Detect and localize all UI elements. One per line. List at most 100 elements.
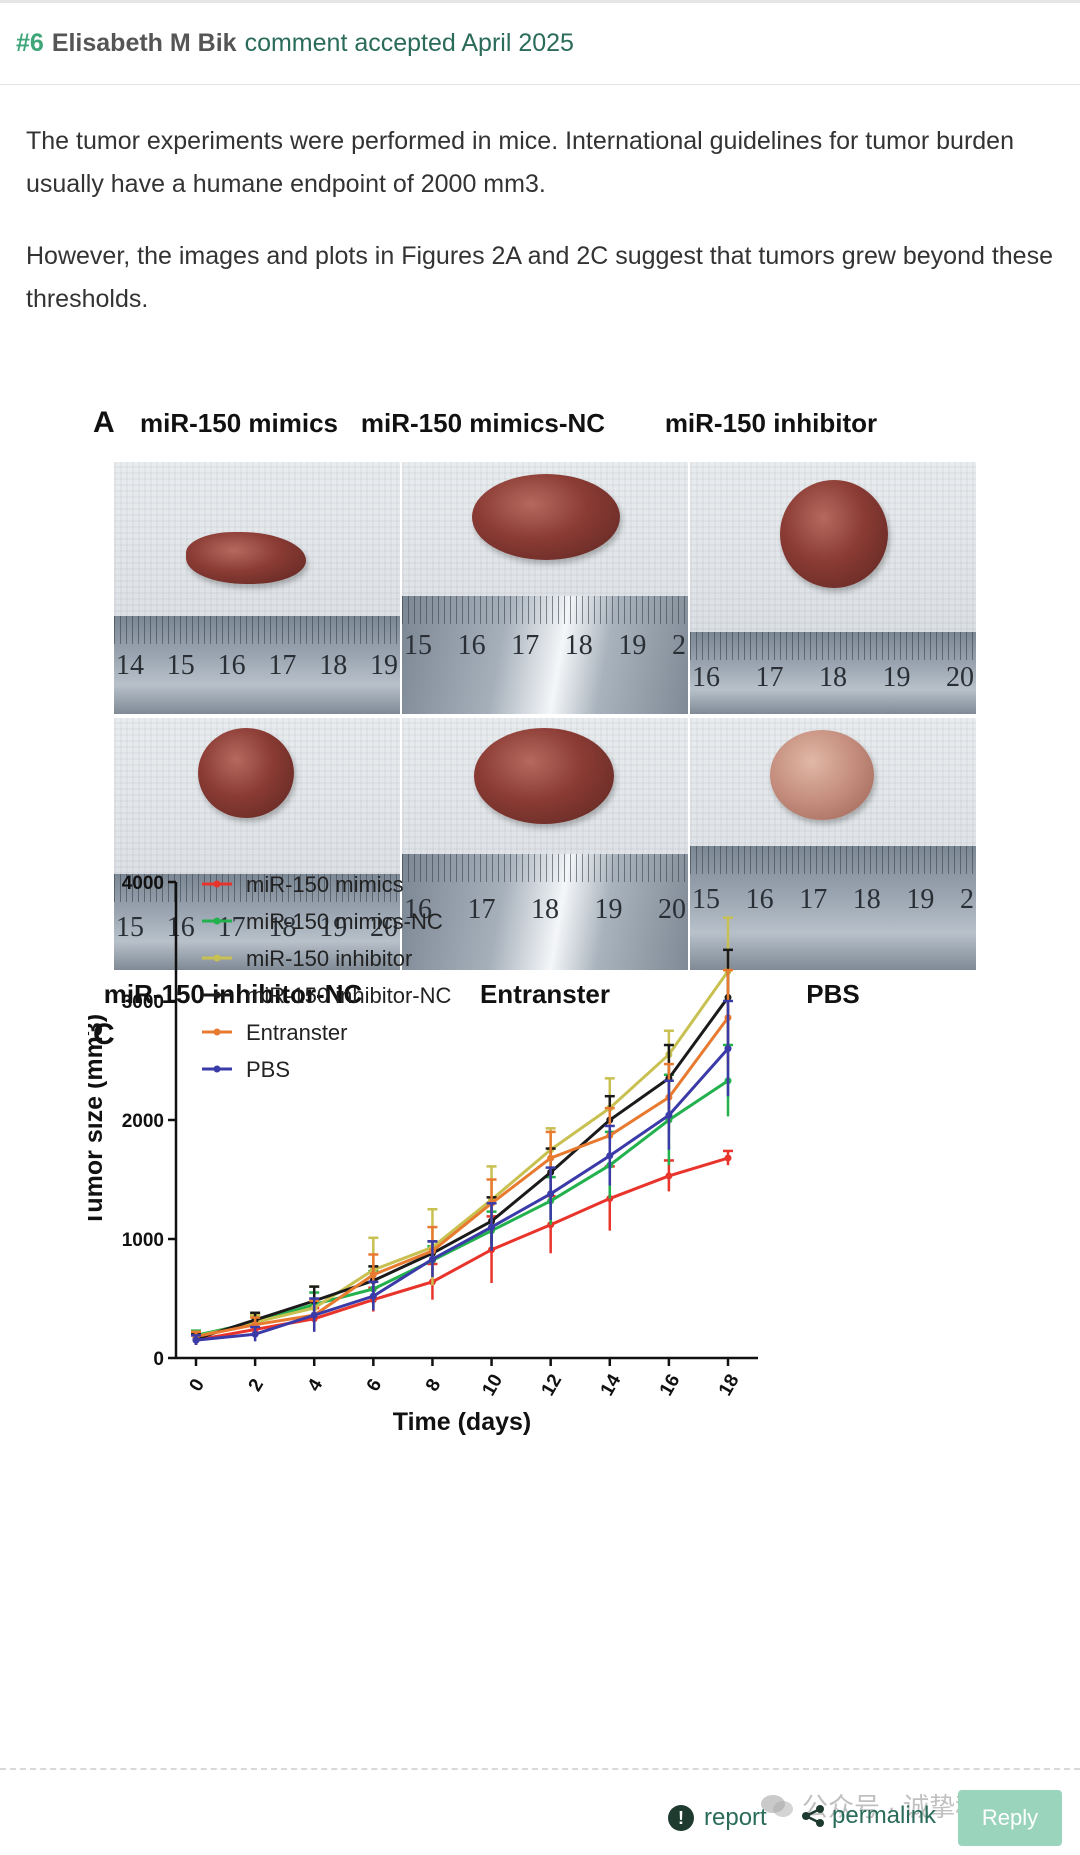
x-tick-label: 8 (422, 1375, 445, 1395)
panel-a-letter: A (93, 406, 115, 439)
data-point (606, 1152, 614, 1160)
x-tick-label: 12 (538, 1371, 567, 1400)
legend-marker (213, 954, 221, 962)
series-line (195, 996, 730, 1341)
ruler-number: 18 (531, 894, 559, 925)
photo-title-pbs: PBS (806, 979, 860, 1009)
data-point (547, 1154, 555, 1162)
ruler-number: 16 (166, 912, 195, 943)
ruler-number: 19 (594, 894, 623, 925)
ruler-number: 20 (658, 894, 686, 925)
reply-button[interactable]: Reply (958, 1790, 1062, 1846)
series-line (195, 1016, 730, 1339)
ruler-number: 20 (946, 662, 974, 693)
ruler-number: 17 (799, 884, 828, 915)
photo-title-mimics-nc: miR-150 mimics-NC (360, 408, 606, 438)
legend-label: miR-150 inhibitor-NC (246, 983, 452, 1008)
report-link[interactable]: ! report (668, 1804, 767, 1832)
data-point (488, 1223, 496, 1231)
data-point (369, 1292, 377, 1300)
data-point (724, 1154, 732, 1162)
comment-header: #6 Elisabeth M Bik comment accepted Apri… (0, 3, 1080, 85)
x-tick-label: 14 (597, 1370, 626, 1399)
x-tick-label: 18 (715, 1371, 744, 1400)
tumor-photo-inhibitor-nc: 15 16 17 18 19 20 (114, 718, 400, 970)
y-tick-label: 1000 (122, 1230, 164, 1251)
ruler-number: 15 (692, 884, 720, 915)
ruler-number: 2 (959, 884, 974, 915)
photo-title-inhibitor: miR-150 inhibitor (664, 408, 878, 438)
tumor-photo-mimics-nc: 15 16 17 18 19 2 (402, 462, 688, 714)
ruler-number: 15 (166, 650, 195, 681)
ruler-number: 18 (819, 662, 847, 693)
x-tick-label: 2 (245, 1375, 268, 1395)
footer-divider (0, 1768, 1080, 1770)
panel-c-letter: C (93, 1018, 115, 1051)
ruler-number: 20 (369, 912, 398, 943)
comment-body: The tumor experiments were performed in … (26, 120, 1056, 350)
ruler-number: 16 (692, 662, 720, 693)
ruler-number: 19 (618, 630, 647, 661)
series-line (195, 970, 730, 1339)
data-point (547, 1190, 555, 1198)
y-axis-label: Tumor size (mm3) (88, 1014, 108, 1226)
legend-label: miR-150 inhibitor (246, 946, 412, 971)
x-tick-label: 16 (656, 1371, 685, 1400)
ruler-number: 18 (319, 650, 348, 681)
data-point (665, 1111, 673, 1119)
photo-title-entranster: Entranster (479, 979, 611, 1009)
ruler-number: 18 (564, 630, 593, 661)
ruler-number: 15 (116, 912, 144, 943)
x-axis-label: Time (days) (393, 1408, 531, 1436)
ruler-number: 17 (467, 894, 496, 925)
ruler-number: 14 (116, 650, 144, 681)
alert-circle-icon: ! (668, 1805, 694, 1831)
legend-marker (213, 880, 221, 888)
ruler-number: 17 (268, 650, 297, 681)
ruler-number: 15 (404, 630, 432, 661)
x-tick-label: 6 (363, 1375, 386, 1395)
legend-label: Entranster (246, 1020, 348, 1045)
legend-label: miR-150 mimics-NC (246, 909, 443, 934)
ruler-number: 16 (404, 894, 432, 925)
photo-title-inhibitor-nc: miR-150 inhibitor-NC (103, 979, 363, 1009)
data-point (428, 1255, 436, 1263)
data-point (606, 1195, 614, 1203)
ruler-number: 19 (882, 662, 911, 693)
tumor-photo-pbs: 15 16 17 18 19 2 (690, 718, 976, 970)
y-tick-label: 0 (153, 1349, 164, 1370)
comment-footer: ! report permalink Reply (0, 1790, 1080, 1850)
comment-number[interactable]: #6 (16, 29, 44, 57)
data-point (310, 1311, 318, 1319)
series-line (195, 1079, 729, 1337)
tumor-photo-inhibitor: 16 17 18 19 20 (690, 462, 976, 714)
legend-label: PBS (246, 1057, 290, 1082)
ruler-number: 16 (457, 630, 486, 661)
wechat-icon (761, 1794, 793, 1817)
data-point (724, 1045, 732, 1053)
legend-label: miR-150 mimics (246, 872, 404, 897)
comment-paragraph: The tumor experiments were performed in … (26, 127, 1014, 198)
ruler-number: 2 (671, 630, 686, 661)
ruler-number: 18 (268, 912, 297, 943)
permalink-link[interactable]: permalink (800, 1802, 936, 1830)
y-tick-label: 2000 (122, 1111, 164, 1132)
x-tick-label: 4 (304, 1375, 328, 1395)
ruler-number: 17 (217, 912, 246, 943)
legend-marker (213, 1065, 221, 1073)
photo-title-mimics: miR-150 mimics (140, 408, 338, 438)
series-line (195, 1047, 730, 1342)
ruler-number: 18 (852, 884, 881, 915)
ruler-number: 19 (369, 650, 398, 681)
tumor-photo-entranster: 16 17 18 19 20 (402, 718, 688, 970)
comment-paragraph: However, the images and plots in Figures… (26, 242, 1053, 313)
comment-status: comment accepted April 2025 (244, 29, 574, 57)
data-point (251, 1330, 259, 1338)
ruler-number: 19 (906, 884, 935, 915)
legend-marker (213, 1028, 221, 1036)
x-tick-label: 0 (185, 1375, 208, 1395)
comment-author[interactable]: Elisabeth M Bik (51, 29, 237, 57)
report-label: report (704, 1804, 767, 1831)
legend-marker (213, 917, 221, 925)
ruler-number: 17 (755, 662, 784, 693)
